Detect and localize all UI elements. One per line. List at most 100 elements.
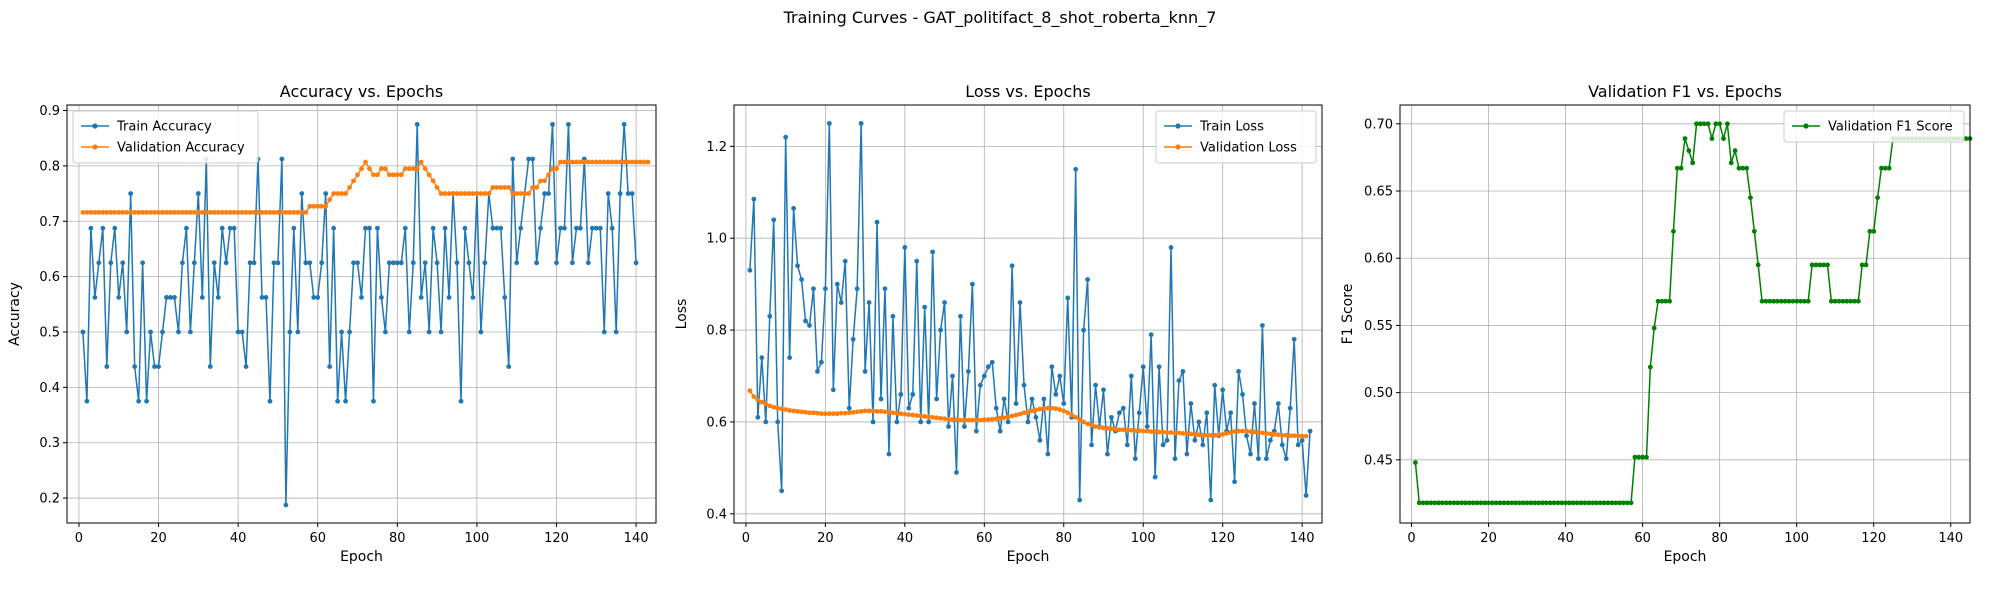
data-point: [160, 329, 165, 335]
data-point: [1724, 121, 1730, 127]
data-point: [462, 225, 468, 231]
data-point: [1061, 401, 1067, 406]
data-point: [1073, 166, 1079, 172]
data-point: [355, 172, 360, 178]
data-point: [1101, 387, 1106, 393]
data-point: [1844, 298, 1850, 304]
data-point: [1759, 298, 1765, 304]
data-point: [969, 281, 975, 287]
data-point: [518, 191, 524, 196]
data-point: [84, 210, 90, 215]
data-point: [1156, 364, 1162, 370]
data-point: [621, 121, 627, 127]
data-point: [1049, 405, 1055, 411]
data-point: [187, 329, 193, 335]
data-point: [1256, 456, 1261, 462]
data-point: [148, 329, 153, 335]
data-point: [1275, 401, 1281, 406]
legend-entry: Validation Loss: [1200, 141, 1297, 156]
x-tick-label: 0: [742, 531, 750, 546]
data-point: [1678, 165, 1684, 171]
data-point: [1140, 364, 1146, 370]
data-point: [918, 413, 924, 419]
data-point: [1240, 428, 1245, 434]
x-axis-label: Epoch: [1007, 549, 1050, 565]
data-point: [613, 159, 619, 165]
data-point: [478, 329, 484, 335]
data-point: [335, 398, 341, 404]
data-point: [1061, 408, 1067, 414]
data-point: [1120, 405, 1126, 411]
data-point: [1029, 396, 1035, 402]
data-point: [1001, 415, 1007, 421]
data-point: [605, 191, 611, 196]
data-point: [625, 191, 631, 196]
data-point: [882, 286, 888, 292]
data-point: [1017, 411, 1023, 417]
series-1-2: [80, 159, 651, 215]
data-point: [498, 225, 504, 231]
y-tick-label: 0.2: [39, 492, 60, 507]
data-point: [1547, 500, 1553, 506]
data-point: [339, 191, 344, 196]
data-point: [195, 210, 201, 215]
data-point: [243, 210, 249, 215]
data-point: [1748, 195, 1753, 201]
data-point: [1057, 373, 1063, 379]
data-point: [819, 359, 824, 365]
data-point: [514, 260, 520, 266]
legend-marker: [1175, 123, 1181, 129]
data-point: [1005, 419, 1011, 425]
data-point: [946, 416, 951, 422]
data-point: [1049, 364, 1055, 370]
subplot-title: Validation F1 vs. Epochs: [1588, 82, 1782, 101]
data-point: [1033, 414, 1039, 420]
data-point: [1578, 500, 1584, 506]
data-point: [116, 210, 122, 215]
data-point: [406, 166, 412, 172]
data-point: [601, 329, 607, 335]
data-point: [1299, 433, 1305, 439]
data-point: [1736, 165, 1742, 171]
data-point: [1168, 430, 1174, 435]
data-point: [589, 159, 595, 165]
x-tick-label: 20: [817, 531, 834, 546]
x-tick-label: 140: [624, 531, 649, 546]
data-point: [1570, 500, 1576, 506]
data-point: [926, 419, 932, 425]
data-point: [1041, 396, 1047, 402]
legend-entry: Train Accuracy: [116, 120, 212, 135]
data-point: [989, 416, 995, 422]
data-point: [1459, 500, 1465, 506]
data-point: [1065, 295, 1071, 301]
data-point: [343, 398, 348, 404]
data-point: [815, 410, 820, 416]
data-point: [359, 166, 364, 172]
data-point: [327, 364, 333, 369]
data-point: [938, 415, 943, 421]
data-point: [1144, 428, 1150, 434]
data-point: [538, 178, 543, 184]
data-point: [1551, 500, 1557, 506]
data-point: [271, 210, 277, 215]
data-point: [1744, 165, 1750, 171]
data-point: [402, 225, 408, 231]
data-point: [1260, 430, 1265, 436]
data-point: [160, 210, 165, 215]
data-point: [1628, 500, 1634, 506]
subplot-1: 0 20 40 60 80 100 120 140 0.2 0.3 0.4 0.5 0.6 0.7 0.8 0…: [7, 82, 657, 565]
data-point: [394, 172, 400, 178]
data-point: [874, 219, 880, 225]
data-point: [128, 210, 134, 215]
data-point: [112, 225, 118, 231]
x-tick-label: 120: [544, 531, 569, 546]
data-point: [120, 210, 126, 215]
data-point: [454, 191, 460, 196]
data-point: [906, 405, 912, 411]
data-point: [183, 225, 189, 231]
data-point: [1271, 431, 1277, 437]
data-point: [1168, 245, 1174, 250]
data-point: [747, 388, 753, 394]
data-point: [874, 408, 880, 414]
